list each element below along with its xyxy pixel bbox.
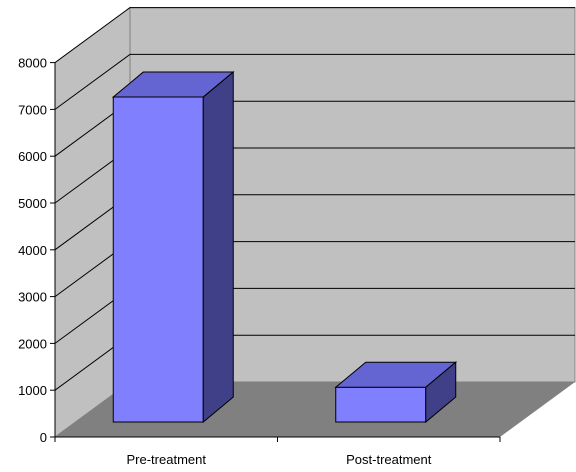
bar-pre-treatment xyxy=(111,70,235,424)
y-tick-label: 1000 xyxy=(18,383,47,398)
y-tick-label: 5000 xyxy=(18,196,47,211)
x-category-labels: Pre-treatment Post-treatment xyxy=(127,452,432,467)
gridline xyxy=(54,7,575,64)
bar-front xyxy=(335,386,427,423)
bar-side xyxy=(202,70,234,424)
y-tick-label: 0 xyxy=(40,430,47,445)
y-tick-label: 6000 xyxy=(18,149,47,164)
bar-post-treatment xyxy=(334,361,458,424)
bar-side xyxy=(425,361,457,424)
axes xyxy=(54,62,501,442)
x-category-label: Post-treatment xyxy=(346,452,432,467)
y-tick-label: 4000 xyxy=(18,243,47,258)
y-tick-labels: 0 1000 2000 3000 4000 5000 6000 7000 8000 xyxy=(18,56,47,445)
y-tick-label: 7000 xyxy=(18,102,47,117)
gridline xyxy=(54,53,575,110)
y-tick-label: 8000 xyxy=(18,56,47,71)
bars xyxy=(111,70,458,424)
x-category-label: Pre-treatment xyxy=(127,452,207,467)
y-tick-label: 2000 xyxy=(18,336,47,351)
y-tick-label: 3000 xyxy=(18,290,47,305)
bar-front xyxy=(112,96,204,423)
